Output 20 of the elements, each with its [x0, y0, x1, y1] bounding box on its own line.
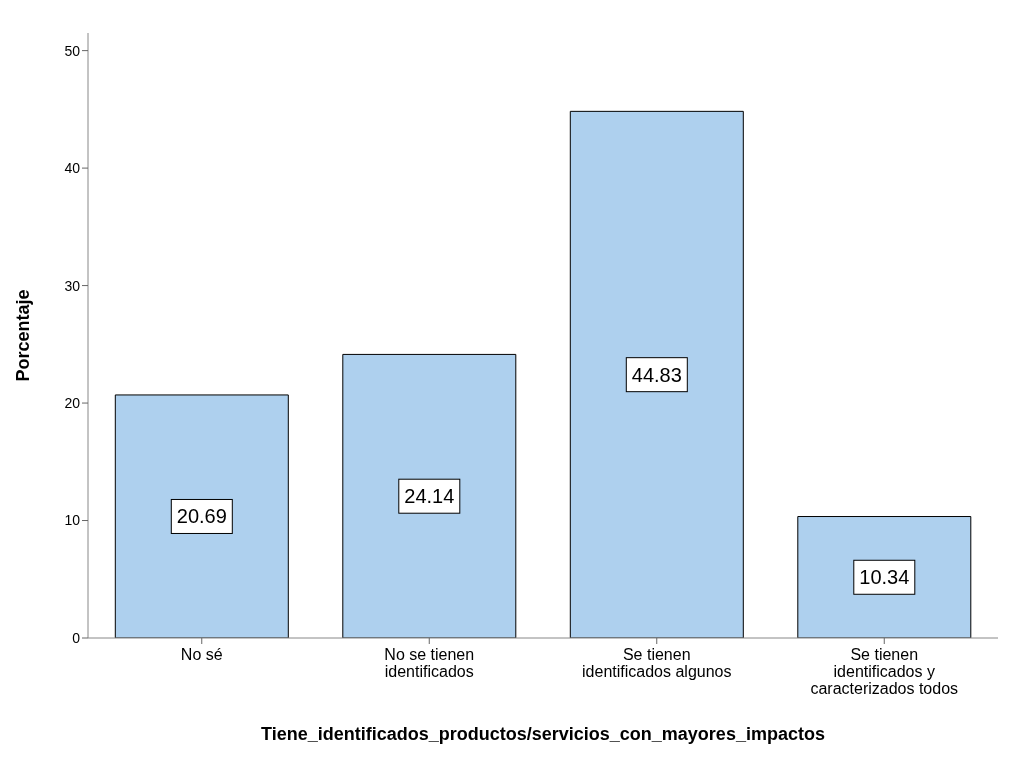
x-tick-label: No se tienen identificados	[384, 646, 475, 680]
y-tick-label: 0	[72, 629, 81, 646]
x-tick-label: Se tienen identificados y caracterizados todos	[810, 646, 959, 697]
bar	[797, 516, 972, 638]
data-label: 10.34	[859, 566, 910, 589]
y-tick-label: 30	[64, 277, 81, 294]
y-tick-label: 20	[64, 395, 81, 412]
bar	[342, 353, 517, 638]
x-axis-title: Tiene_identificados_productos/servicios_con_mayores_impactos	[261, 724, 825, 744]
data-label: 20.69	[176, 505, 227, 528]
data-label: 44.83	[631, 363, 682, 386]
y-tick-label: 40	[64, 160, 81, 177]
bar	[114, 394, 289, 638]
bar	[569, 110, 744, 638]
y-tick-label: 10	[64, 512, 81, 529]
y-axis-title: Porcentaje	[13, 289, 34, 382]
data-label: 24.14	[404, 485, 455, 508]
x-tick-label: No sé	[180, 646, 223, 663]
x-tick-label: Se tienen identificados algunos	[582, 646, 732, 680]
y-tick-label: 50	[64, 42, 81, 59]
